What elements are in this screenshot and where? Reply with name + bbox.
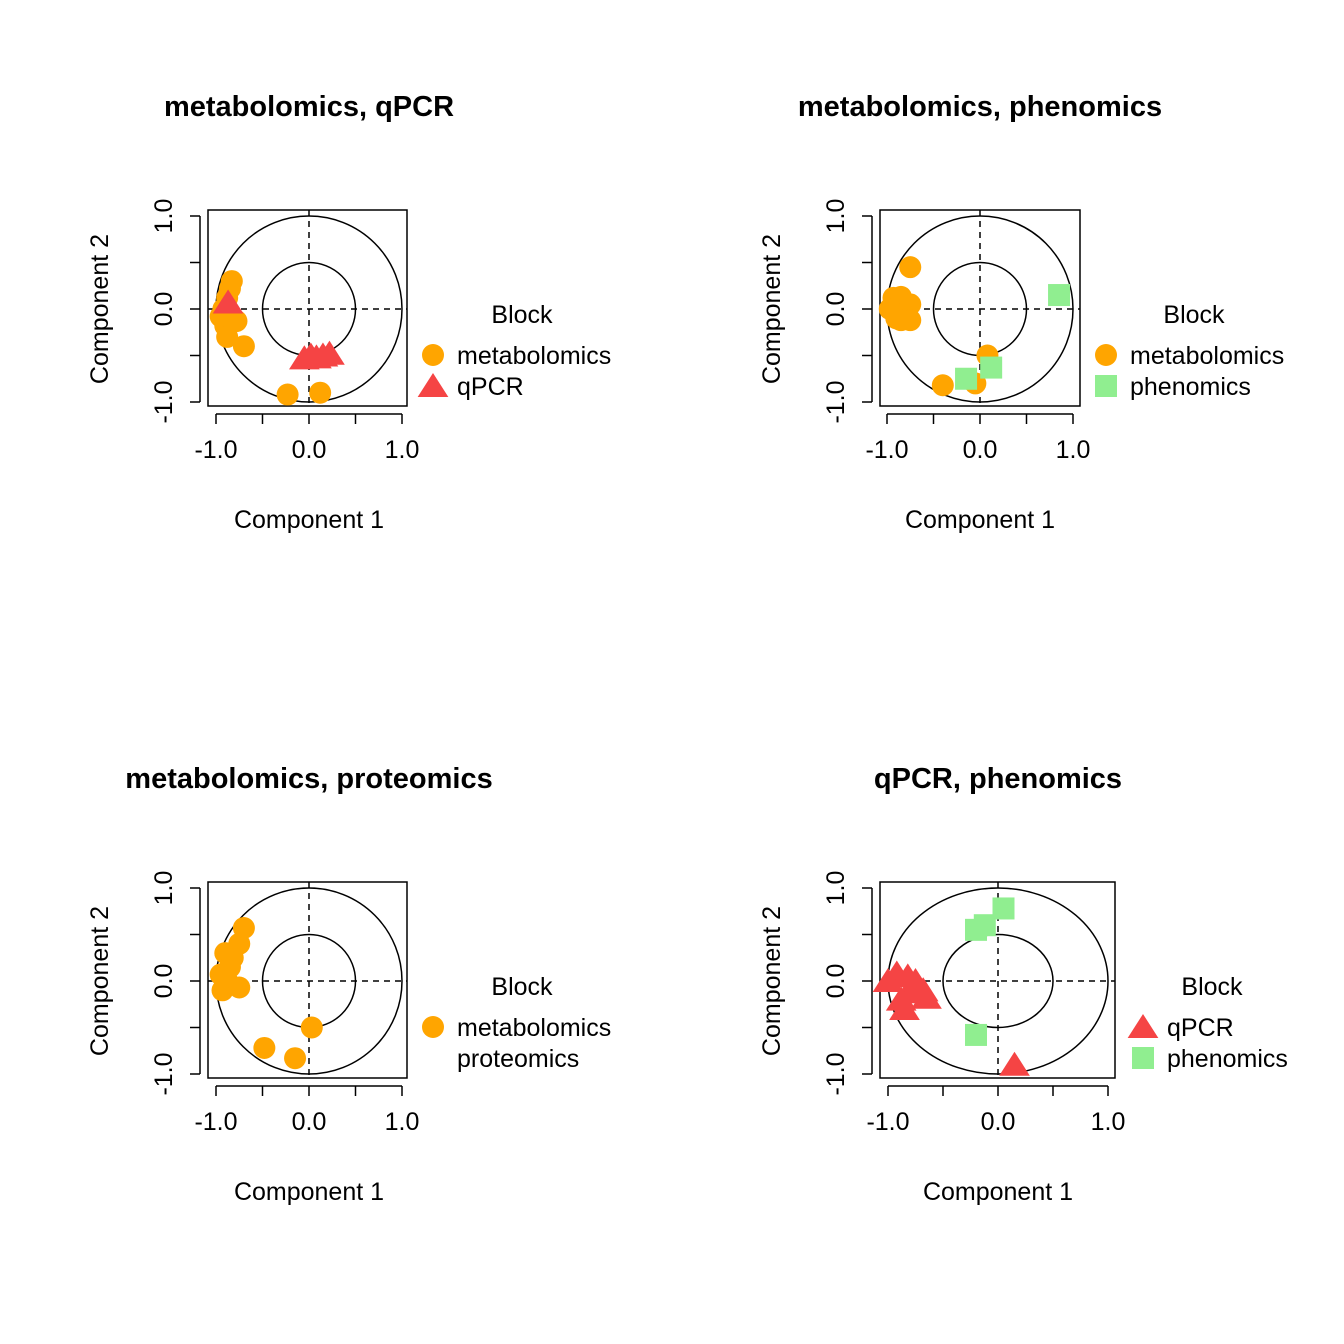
legend-title: Block	[491, 301, 553, 329]
legend-entry: qPCR	[457, 373, 524, 401]
legend-key-phenomics	[1095, 375, 1117, 397]
x-tick-label: -1.0	[866, 1108, 909, 1136]
data-point-phenomics	[980, 356, 1003, 379]
data-point-qpcr	[911, 984, 942, 1009]
data-point-metabolomics	[889, 309, 912, 332]
y-tick-label: 0.0	[822, 292, 850, 327]
x-tick-label: 0.0	[292, 436, 327, 464]
x-tick-label: 0.0	[963, 436, 998, 464]
data-point-phenomics	[965, 1023, 987, 1046]
plot-frame	[207, 209, 408, 407]
y-tick-label: 0.0	[150, 292, 178, 327]
x-tick-label: -1.0	[865, 436, 908, 464]
y-tick-label: -1.0	[150, 380, 178, 423]
data-point-phenomics	[1048, 284, 1071, 307]
x-tick-label: 1.0	[1091, 1108, 1126, 1136]
data-point-phenomics	[973, 914, 996, 937]
x-tick-label: 1.0	[1056, 436, 1091, 464]
panel-2: metabolomics, phenomics -1.0 0.0 1.0 -1.0 0.0…	[758, 91, 1284, 534]
legend-entry: metabolomics	[457, 1014, 611, 1042]
y-tick-label: 1.0	[150, 199, 178, 234]
y-axis-label: Component 2	[758, 234, 786, 384]
legend-entry: phenomics	[1167, 1045, 1288, 1073]
y-axis-label: Component 2	[86, 906, 114, 1056]
x-axis-label: Component 1	[923, 1178, 1073, 1206]
data-point-metabolomics	[228, 976, 251, 999]
legend-title: Block	[491, 973, 553, 1001]
panel-title: metabolomics, phenomics	[798, 91, 1162, 123]
data-point-metabolomics	[211, 979, 234, 1002]
panel-1: metabolomics, qPCR -1.0 0.0 1.0 -1.0 0.0 1.0 Co…	[86, 91, 611, 534]
y-tick-label: 0.0	[822, 964, 850, 999]
legend-key-metabolomics	[1095, 344, 1117, 366]
panel-title: metabolomics, proteomics	[125, 763, 492, 795]
legend-key-qpcr	[417, 373, 449, 398]
legend-entry: metabolomics	[457, 342, 611, 370]
data-point-metabolomics	[253, 1036, 276, 1059]
legend-entry: phenomics	[1130, 373, 1251, 401]
panel-title: metabolomics, qPCR	[164, 91, 454, 123]
panel-4: qPCR, phenomics -1.0 0.0 1.0 -1.0 0.0 1.0 Compo…	[758, 763, 1288, 1206]
y-axis-label: Component 2	[86, 234, 114, 384]
data-point-qpcr	[212, 289, 244, 314]
x-tick-label: -1.0	[194, 436, 237, 464]
legend-key-qpcr	[1127, 1014, 1159, 1039]
data-point-phenomics	[992, 897, 1015, 920]
y-axis-label: Component 2	[758, 906, 786, 1056]
legend-key-metabolomics	[422, 1016, 444, 1038]
plot-frame	[207, 881, 408, 1079]
legend-key-metabolomics	[422, 344, 444, 366]
x-tick-label: 0.0	[292, 1108, 327, 1136]
data-point-qpcr	[872, 968, 904, 993]
data-point-metabolomics	[931, 374, 954, 397]
legend-title: Block	[1181, 973, 1243, 1001]
data-point-qpcr	[289, 345, 320, 370]
data-point-metabolomics	[899, 256, 922, 279]
y-tick-label: -1.0	[822, 380, 850, 423]
data-point-metabolomics	[300, 1016, 323, 1039]
data-point-metabolomics	[309, 381, 332, 404]
x-tick-label: 1.0	[385, 436, 420, 464]
y-tick-label: -1.0	[822, 1052, 850, 1095]
legend-entry: qPCR	[1167, 1014, 1234, 1042]
data-point-qpcr	[314, 340, 345, 365]
data-point-metabolomics	[276, 383, 299, 406]
y-tick-label: 1.0	[822, 199, 850, 234]
y-tick-label: -1.0	[150, 1052, 178, 1095]
data-point-qpcr	[889, 995, 920, 1020]
x-tick-label: -1.0	[194, 1108, 237, 1136]
data-point-metabolomics	[284, 1047, 307, 1070]
y-tick-label: 0.0	[150, 964, 178, 999]
legend-entry: metabolomics	[1130, 342, 1284, 370]
x-tick-label: 0.0	[981, 1108, 1016, 1136]
x-tick-label: 1.0	[385, 1108, 420, 1136]
data-point-phenomics	[955, 367, 978, 390]
panel-3: metabolomics, proteomics -1.0 0.0 1.0 -1.0 0.…	[86, 763, 611, 1206]
legend-title: Block	[1163, 301, 1225, 329]
data-point-metabolomics	[225, 310, 248, 333]
legend-entry: proteomics	[457, 1045, 579, 1073]
y-tick-label: 1.0	[822, 871, 850, 906]
data-point-metabolomics	[232, 335, 255, 358]
panel-title: qPCR, phenomics	[874, 763, 1122, 795]
x-axis-label: Component 1	[234, 506, 384, 534]
y-tick-label: 1.0	[150, 871, 178, 906]
legend-key-phenomics	[1132, 1047, 1154, 1069]
x-axis-label: Component 1	[234, 1178, 384, 1206]
x-axis-label: Component 1	[905, 506, 1055, 534]
data-point-qpcr	[999, 1051, 1030, 1076]
